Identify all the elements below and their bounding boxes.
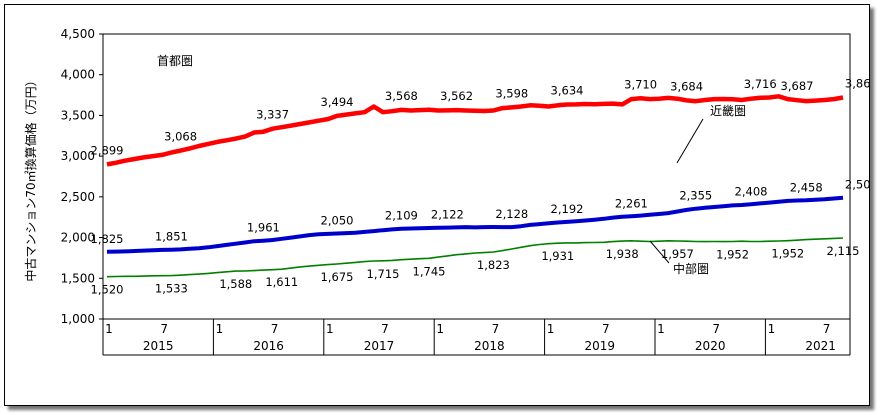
data-label: 2,109 xyxy=(385,209,418,223)
data-label: 2,261 xyxy=(615,196,648,210)
data-label: 3,337 xyxy=(256,108,289,122)
data-label: 2,458 xyxy=(790,180,823,194)
plot-area xyxy=(102,33,851,320)
data-label: 1,675 xyxy=(321,270,354,284)
month-tick-label: 1 xyxy=(547,322,555,336)
price-line-chart: 中古マンション70㎡換算価格（万円） 1,000 1,500 2,000 2,500 3… xyxy=(23,27,869,356)
series-name-leader xyxy=(676,118,704,164)
month-tick-label: 1 xyxy=(436,322,444,336)
year-tick-label: 2018 xyxy=(474,339,505,353)
month-tick-label: 1 xyxy=(768,322,776,336)
series-name-label: 首都圏 xyxy=(157,54,193,68)
data-label: 1,533 xyxy=(155,282,188,296)
series-line xyxy=(106,94,844,167)
data-label: 1,931 xyxy=(541,249,574,263)
data-label: 2,192 xyxy=(551,202,584,216)
data-label: 3,710 xyxy=(624,77,657,91)
series-name-label: 近畿圏 xyxy=(710,104,746,118)
data-label: 1,952 xyxy=(716,247,749,261)
month-tick-label: 1 xyxy=(105,322,113,336)
data-label: 1,957 xyxy=(661,247,694,261)
data-label: 1,938 xyxy=(606,247,639,261)
year-tick-label: 2019 xyxy=(585,339,616,353)
data-label: 1,851 xyxy=(155,230,188,244)
data-label: 1,961 xyxy=(247,221,280,235)
year-tick-label: 2020 xyxy=(695,339,726,353)
data-label: 1,611 xyxy=(265,275,298,289)
series-name-label: 中部圏 xyxy=(673,261,709,276)
month-tick-label: 7 xyxy=(602,322,610,336)
data-label: 2,122 xyxy=(431,208,464,222)
year-tick-label: 2017 xyxy=(364,339,395,353)
data-label: 2,501 xyxy=(845,178,869,192)
y-tick-label: 2,000 xyxy=(61,231,95,245)
data-label: 3,716 xyxy=(744,77,777,91)
data-label: 1,715 xyxy=(367,267,400,281)
y-tick-label: 1,000 xyxy=(61,312,95,326)
data-label: 2,408 xyxy=(735,184,768,198)
y-tick-label: 2,500 xyxy=(61,190,95,204)
month-tick-label: 1 xyxy=(326,322,334,336)
axes: 1,000 1,500 2,000 2,500 3,000 3,500 4,000 4,500… xyxy=(61,27,851,356)
data-label: 2,355 xyxy=(679,189,712,203)
data-label: 3,684 xyxy=(670,79,703,93)
data-label: 3,862 xyxy=(845,77,869,91)
y-axis-label: 中古マンション70㎡換算価格（万円） xyxy=(23,74,38,281)
month-tick-label: 7 xyxy=(492,322,500,336)
data-label: 2,115 xyxy=(827,244,860,258)
data-label: 1,520 xyxy=(91,283,124,297)
data-label: 1,952 xyxy=(771,247,804,261)
month-tick-label: 7 xyxy=(823,322,831,336)
data-label: 1,823 xyxy=(477,258,510,272)
data-label: 3,562 xyxy=(440,89,473,103)
month-tick-label: 1 xyxy=(657,322,665,336)
month-tick-label: 7 xyxy=(271,322,279,336)
month-tick-label: 7 xyxy=(381,322,389,336)
month-tick-label: 7 xyxy=(712,322,720,336)
data-label: 3,568 xyxy=(385,89,418,103)
month-tick-label: 7 xyxy=(160,322,168,336)
year-tick-label: 2016 xyxy=(253,339,284,353)
data-label: 2,128 xyxy=(495,207,528,221)
data-label: 3,687 xyxy=(781,79,814,93)
y-tick-label: 1,500 xyxy=(61,271,95,285)
year-tick-label: 2015 xyxy=(143,339,174,353)
data-label: 3,634 xyxy=(551,84,584,98)
data-label: 1,745 xyxy=(413,264,446,278)
series-line xyxy=(106,195,844,254)
data-label: 1,588 xyxy=(219,277,252,291)
year-tick-label: 2021 xyxy=(805,339,836,353)
data-label: 1,825 xyxy=(91,232,124,246)
series-layer xyxy=(106,94,844,278)
y-tick-label: 3,000 xyxy=(61,149,95,163)
series-name-leader xyxy=(649,240,670,264)
data-label: 3,598 xyxy=(495,86,528,100)
chart-frame: 中古マンション70㎡換算価格（万円） 1,000 1,500 2,000 2,500 3… xyxy=(4,4,870,406)
y-tick-label: 4,000 xyxy=(61,68,95,82)
data-label: 3,494 xyxy=(321,95,354,109)
data-label: 2,899 xyxy=(91,143,124,157)
data-label: 3,068 xyxy=(164,130,197,144)
data-label: 2,050 xyxy=(321,214,354,228)
y-tick-label: 4,500 xyxy=(61,27,95,41)
month-tick-label: 1 xyxy=(216,322,224,336)
series-line xyxy=(106,237,844,278)
y-tick-label: 3,500 xyxy=(61,108,95,122)
